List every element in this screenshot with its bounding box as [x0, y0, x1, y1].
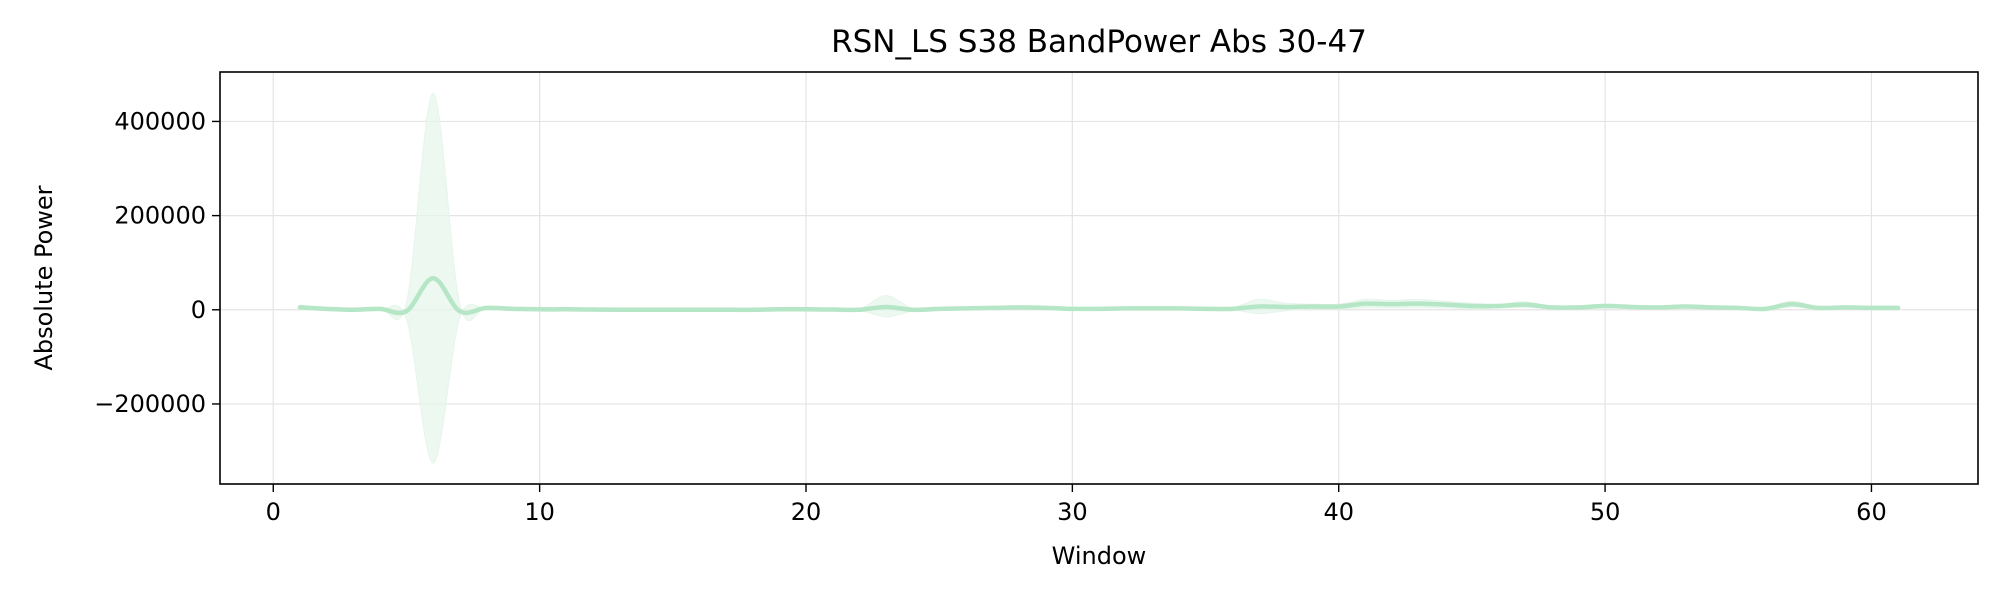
line-layer	[297, 275, 1901, 316]
x-tick-label: 30	[1057, 498, 1088, 526]
x-axis-label: Window	[1052, 542, 1147, 570]
x-tick-label: 10	[524, 498, 555, 526]
x-tick-label: 60	[1856, 498, 1887, 526]
x-tick-label: 0	[266, 498, 281, 526]
y-tick-label: 400000	[114, 107, 206, 135]
grid-layer	[220, 72, 1978, 484]
x-tick-label: 40	[1323, 498, 1354, 526]
y-axis-label: Absolute Power	[30, 185, 58, 370]
x-tick-label: 20	[791, 498, 822, 526]
y-tick-label: 200000	[114, 202, 206, 230]
y-tick-label: 0	[191, 296, 206, 324]
x-tick-label: 50	[1590, 498, 1621, 526]
y-tick-label: −200000	[94, 390, 206, 418]
plot-frame	[219, 71, 1979, 485]
chart-title: RSN_LS S38 BandPower Abs 30-47	[831, 24, 1367, 60]
tick-layer: 0 10 20 30 40 50 60 −200000 0 200000 400000	[94, 107, 1886, 526]
